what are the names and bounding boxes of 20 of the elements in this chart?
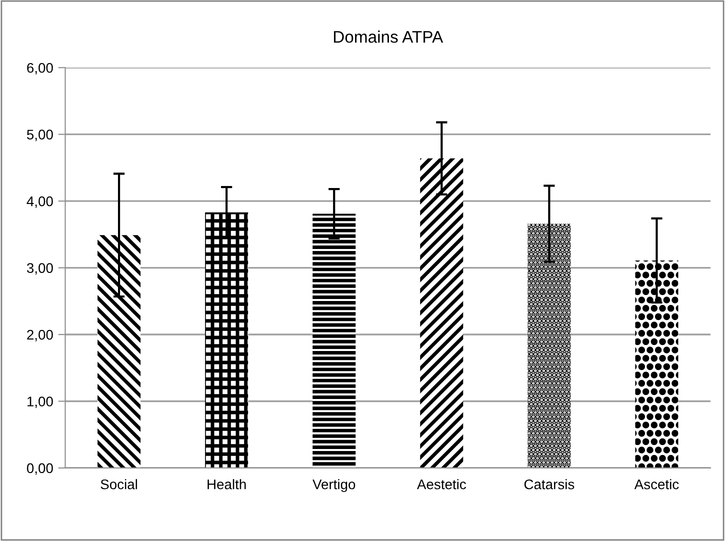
x-tick-label: Health [208, 479, 246, 490]
x-tick-label: Vertigo [312, 479, 356, 492]
y-tick-label: 5,00 [26, 130, 53, 142]
x-tick-label: Aestetic [416, 479, 466, 490]
bar [205, 212, 248, 468]
y-tick-label: 4,00 [26, 196, 53, 208]
y-tick-label: 0,00 [26, 463, 53, 475]
y-tick-label: 6,00 [27, 62, 53, 74]
y-tick-label: 1,00 [27, 396, 53, 408]
bar [420, 158, 464, 468]
bar [635, 260, 678, 468]
x-tick-label: Catarsis [524, 479, 574, 490]
bar [98, 235, 141, 468]
bar [312, 214, 356, 468]
y-tick-label: 2,00 [27, 330, 53, 342]
y-tick-label: 3,00 [26, 263, 53, 275]
bar [528, 224, 571, 468]
x-tick-label: Ascetic [634, 479, 679, 490]
x-tick-label: Social [100, 479, 138, 490]
chart-title: Domains ATPA [334, 30, 444, 43]
